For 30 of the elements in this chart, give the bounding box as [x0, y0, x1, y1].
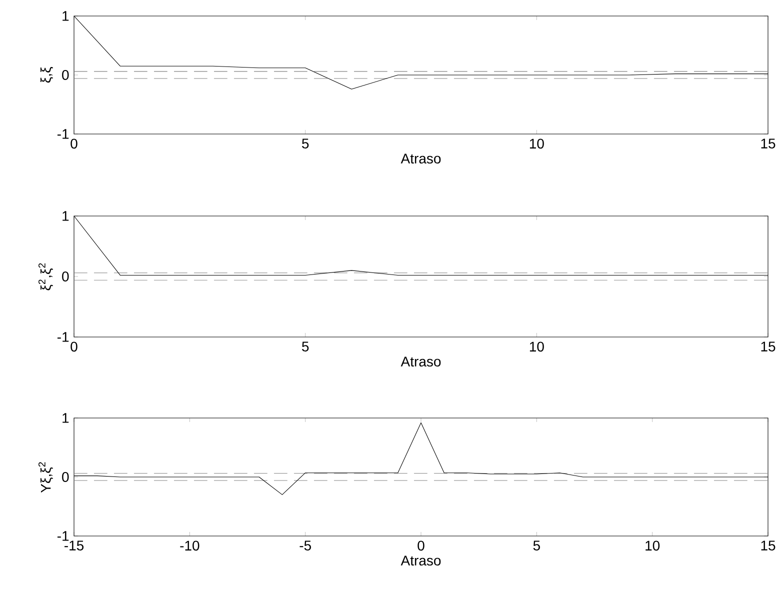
y-tick-label: 0: [62, 472, 69, 482]
y-tick-label: 0: [62, 70, 69, 80]
x-axis-title: Atraso: [400, 154, 441, 164]
y-tick-label: 0: [62, 272, 69, 282]
x-tick-label: 10: [646, 540, 660, 551]
x-tick-label: 10: [530, 138, 544, 149]
y-tick-label: 1: [62, 11, 69, 21]
x-axis-title: Atraso: [400, 356, 441, 367]
x-tick-label: 10: [530, 342, 544, 352]
y-tick-label: 1: [62, 211, 69, 221]
y-axis-title: ξ,ξ: [40, 67, 54, 83]
x-tick-label: 15: [761, 138, 776, 148]
y-tick-label: -1: [57, 531, 69, 541]
x-tick-label: 0: [418, 540, 424, 551]
x-tick-label: 0: [70, 342, 78, 352]
x-tick-label: -5: [300, 540, 311, 550]
x-tick-label: -15: [64, 540, 84, 550]
x-tick-label: 0: [70, 138, 78, 149]
x-tick-label: 5: [302, 138, 309, 148]
y-axis-title: ξ$^{2}$,ξ$^{2}$: [38, 263, 54, 290]
y-tick-label: 1: [62, 413, 69, 423]
y-tick-label: -1: [57, 129, 69, 139]
x-tick-label: -10: [180, 540, 200, 551]
y-tick-label: -1: [57, 332, 69, 342]
x-tick-label: 5: [533, 540, 540, 550]
x-tick-label: 15: [761, 540, 776, 550]
x-tick-label: 5: [302, 342, 309, 352]
x-axis-title: Atraso: [400, 556, 441, 566]
y-axis-title: Yξ,ξ$^{2}$: [38, 462, 54, 493]
x-tick-label: 15: [761, 342, 776, 352]
